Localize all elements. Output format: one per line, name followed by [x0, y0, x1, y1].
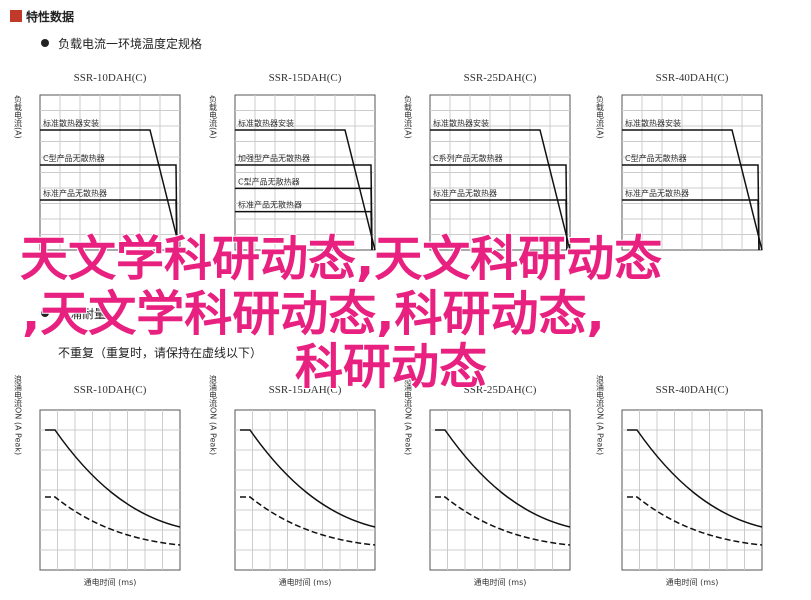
curve — [235, 210, 373, 251]
curve — [45, 429, 181, 528]
chart-title: SSR-15DAH(C) — [269, 72, 342, 84]
y-axis-label: 浪涌电流ON (A Peak) — [14, 374, 23, 455]
section-heading: 负载电流一环境温度定规格 — [58, 36, 202, 51]
y-axis-label: 浪涌电流ON (A Peak) — [209, 374, 218, 455]
chart-title: SSR-25DAH(C) — [464, 384, 537, 396]
y-axis-label: 负载电流(A) — [596, 94, 605, 139]
curve-label: 标准产品无散热器 — [433, 188, 497, 198]
x-axis-label: 通电时间 (ms) — [279, 577, 332, 587]
overlay-text: 天文学科研动态,天文科研动态 — [20, 231, 662, 287]
overlay-text: ,天文学科研动态,科研动态, — [22, 286, 605, 342]
chart-title: SSR-25DAH(C) — [464, 72, 537, 84]
curve-label: 标准散热器安装 — [433, 118, 489, 128]
y-axis-label: 浪涌电流ON (A Peak) — [404, 374, 413, 455]
chart-title: SSR-10DAH(C) — [74, 384, 147, 396]
curve — [235, 129, 376, 251]
x-axis-label: 通电时间 (ms) — [474, 577, 527, 587]
curve-label: 标准散热器安装 — [43, 118, 99, 128]
bullet — [41, 39, 49, 47]
curve-dashed — [435, 496, 571, 546]
overlay-text: 科研动态 — [295, 339, 487, 395]
curve — [622, 199, 760, 251]
curve-dashed — [627, 496, 763, 546]
curve-label: 标准产品无散热器 — [625, 188, 689, 198]
note: 不重复（重复时，请保持在虚线以下） — [58, 345, 262, 360]
x-axis-label: 通电时间 (ms) — [666, 577, 719, 587]
curve-label: 标准产品无散热器 — [238, 200, 302, 210]
curve — [435, 429, 571, 528]
curve-label: C系列产品无散热器 — [433, 153, 503, 163]
chart-title: SSR-40DAH(C) — [656, 72, 729, 84]
curve — [622, 129, 763, 251]
chart-title: SSR-10DAH(C) — [74, 72, 147, 84]
curve-label: 标准散热器安装 — [238, 118, 294, 128]
curve-label: C型产品无散热器 — [625, 153, 687, 163]
y-axis-label: 负载电流(A) — [404, 94, 413, 139]
curve-label: 加强型产品无散热器 — [238, 153, 310, 163]
curve-label: 标准产品无散热器 — [43, 188, 107, 198]
chart-title: SSR-15DAH(C) — [269, 384, 342, 396]
curve — [40, 199, 178, 251]
title-icon — [10, 10, 22, 22]
curve-label: 标准散热器安装 — [625, 118, 681, 128]
page-title: 特性数据 — [26, 9, 74, 24]
section-heading: 浪涌耐量 — [58, 306, 106, 321]
y-axis-label: 负载电流(A) — [14, 94, 23, 139]
curve — [240, 429, 376, 528]
curve-dashed — [240, 496, 376, 546]
y-axis-label: 浪涌电流ON (A Peak) — [596, 374, 605, 455]
curve — [40, 129, 181, 251]
y-axis-label: 负载电流(A) — [209, 94, 218, 139]
curve-label: C型产品无散热器 — [238, 176, 300, 186]
bullet — [41, 309, 49, 317]
curve — [627, 429, 763, 528]
curve — [430, 199, 568, 251]
curve-dashed — [45, 496, 181, 546]
x-axis-label: 通电时间 (ms) — [84, 577, 137, 587]
curve-label: C型产品无散热器 — [43, 153, 105, 163]
chart-title: SSR-40DAH(C) — [656, 384, 729, 396]
curve — [430, 129, 571, 251]
